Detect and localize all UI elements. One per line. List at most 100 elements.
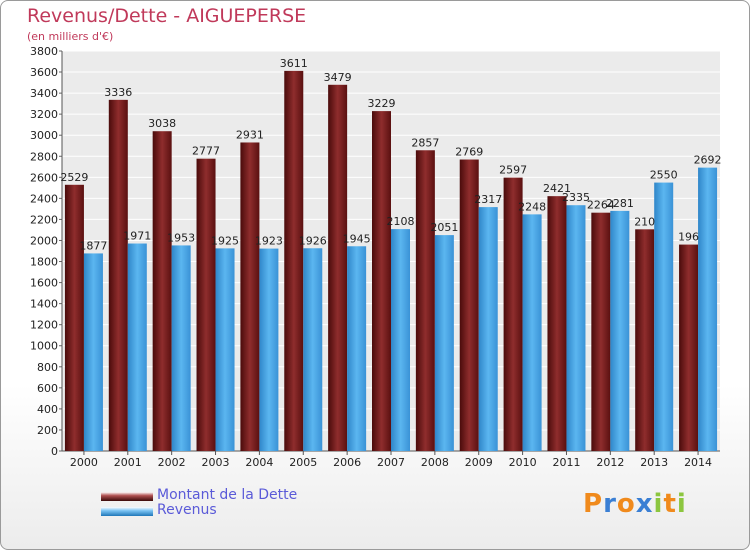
proxiti-logo: Proxiti	[583, 489, 687, 519]
chart-title: Revenus/Dette - AIGUEPERSE	[27, 5, 307, 27]
y-tick-label: 1000	[30, 340, 58, 353]
value-label-revenue: 1923	[255, 235, 283, 248]
bar-debt	[415, 150, 435, 451]
bar-revenue	[478, 207, 498, 451]
bar-revenue	[654, 182, 674, 451]
value-label-revenue: 2051	[430, 221, 458, 234]
logo-letter: o	[616, 489, 636, 519]
value-label-revenue: 1926	[299, 234, 327, 247]
y-tick-label: 2000	[30, 234, 58, 247]
value-label-revenue: 2335	[562, 191, 590, 204]
value-label-revenue: 1971	[123, 230, 151, 243]
value-label-revenue: 2692	[694, 154, 722, 167]
y-tick-label: 3200	[30, 108, 58, 121]
y-tick-label: 2800	[30, 150, 58, 163]
x-tick-label: 2010	[509, 456, 537, 469]
y-tick-label: 3400	[30, 87, 58, 100]
y-tick-label: 3600	[30, 66, 58, 79]
chart-subtitle: (en milliers d'€)	[27, 30, 114, 43]
x-tick-label: 2001	[114, 456, 142, 469]
bar-revenue	[698, 167, 718, 451]
logo-letter: P	[583, 489, 604, 519]
y-tick-label: 2600	[30, 171, 58, 184]
value-label-debt: 3611	[280, 57, 308, 70]
x-tick-label: 2008	[421, 456, 449, 469]
bar-revenue	[171, 245, 191, 451]
value-label-revenue: 2248	[518, 200, 546, 213]
bar-debt	[679, 244, 699, 451]
value-label-revenue: 2550	[650, 169, 678, 182]
bar-revenue	[259, 248, 279, 451]
value-label-revenue: 2317	[474, 193, 502, 206]
bar-debt	[240, 142, 260, 451]
logo-letter: i	[653, 489, 664, 519]
bar-debt	[591, 212, 611, 451]
value-label-revenue: 1925	[211, 234, 239, 247]
value-label-debt: 3336	[104, 86, 132, 99]
value-label-debt: 210	[634, 215, 655, 228]
y-tick-label: 200	[37, 424, 58, 437]
legend-label-debt: Montant de la Dette	[157, 487, 298, 503]
y-tick-label: 3800	[30, 45, 58, 58]
value-label-debt: 2421	[543, 182, 571, 195]
x-tick-label: 2006	[333, 456, 361, 469]
value-label-revenue: 1877	[79, 239, 107, 252]
bar-debt	[459, 159, 479, 452]
value-label-revenue: 1953	[167, 231, 195, 244]
x-tick-label: 2011	[552, 456, 580, 469]
bar-debt	[328, 84, 348, 451]
y-tick-label: 1800	[30, 256, 58, 269]
x-tick-label: 2005	[289, 456, 317, 469]
bar-revenue	[391, 229, 410, 451]
bar-revenue	[434, 235, 454, 451]
x-tick-label: 2009	[465, 456, 493, 469]
value-label-debt: 3479	[324, 71, 352, 84]
bar-revenue	[566, 205, 586, 451]
value-label-debt: 2529	[60, 171, 88, 184]
bar-debt	[152, 131, 172, 452]
value-label-debt: 3038	[148, 117, 176, 130]
value-label-revenue: 2108	[387, 215, 415, 228]
y-tick-label: 400	[37, 403, 58, 416]
value-label-debt: 2597	[499, 164, 527, 177]
value-label-debt: 2931	[236, 128, 264, 141]
value-label-debt: 196	[678, 231, 699, 244]
bar-debt	[64, 184, 84, 451]
bar-revenue	[522, 214, 542, 451]
legend-label-revenue: Revenus	[157, 502, 217, 518]
bar-revenue	[127, 243, 147, 451]
x-tick-label: 2000	[70, 456, 98, 469]
x-tick-label: 2003	[202, 456, 230, 469]
bar-revenue	[83, 253, 103, 451]
logo-letter: t	[663, 489, 677, 519]
bar-debt	[108, 99, 128, 451]
bar-debt	[372, 111, 391, 452]
logo-letter: i	[676, 489, 687, 519]
y-tick-label: 600	[37, 382, 58, 395]
value-label-debt: 2857	[411, 136, 439, 149]
value-label-debt: 2264	[587, 199, 615, 212]
logo-letter: r	[603, 489, 617, 519]
x-tick-label: 2007	[377, 456, 405, 469]
y-tick-label: 800	[37, 361, 58, 374]
value-label-revenue: 2281	[606, 197, 634, 210]
value-label-debt: 3229	[368, 97, 396, 110]
bar-revenue	[215, 248, 235, 451]
y-tick-label: 3000	[30, 129, 58, 142]
y-tick-label: 1400	[30, 298, 58, 311]
bar-revenue	[610, 210, 630, 451]
x-tick-label: 2002	[158, 456, 186, 469]
y-tick-label: 1200	[30, 319, 58, 332]
y-tick-label: 2200	[30, 213, 58, 226]
value-label-debt: 2777	[192, 145, 220, 158]
bar-debt	[284, 70, 304, 451]
legend-swatch-revenue	[101, 507, 153, 516]
value-label-debt: 2769	[455, 146, 483, 159]
x-tick-label: 2014	[684, 456, 712, 469]
value-label-revenue: 1945	[343, 232, 371, 245]
y-tick-label: 2400	[30, 192, 58, 205]
x-tick-label: 2012	[596, 456, 624, 469]
bar-revenue	[347, 246, 367, 451]
